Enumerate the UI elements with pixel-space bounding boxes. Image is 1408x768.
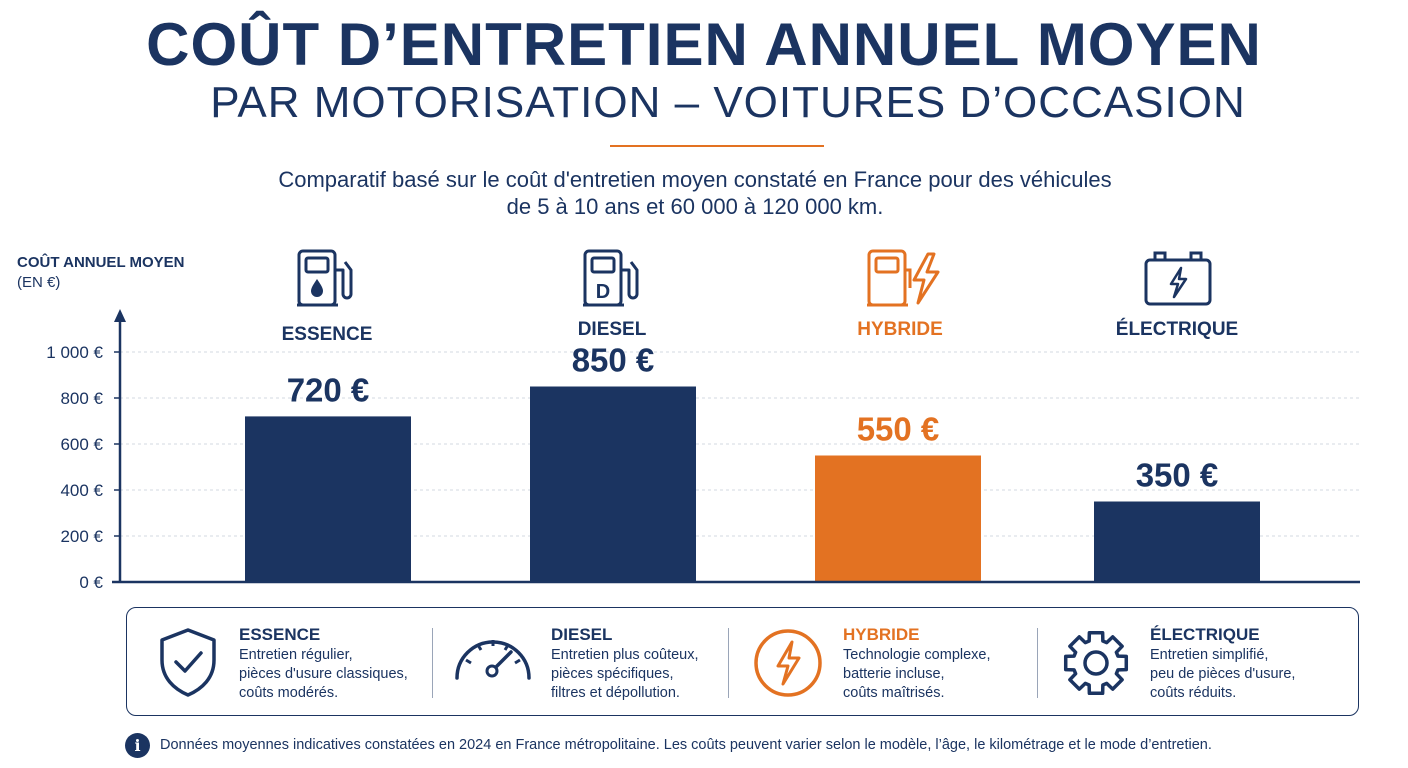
info-icon: i [125,733,150,758]
bar-value-label: 850 € [572,342,655,379]
gas-pump-icon [297,249,353,307]
category-label-diesel: DIESEL [577,319,647,340]
legend-line: coûts réduits. [1150,685,1237,701]
svg-text:D: D [596,281,610,303]
battery-icon [1144,251,1212,306]
legend-title-hybride: HYBRIDE [843,625,920,644]
footer-note: Données moyennes indicatives constatées … [160,737,1212,753]
legend-panel [126,607,1359,716]
legend-text-diesel: Entretien plus coûteux, pièces spécifiqu… [551,646,699,703]
gear-icon [1063,630,1129,696]
y-tick-label: 1 000 € [46,343,103,362]
description-line-1: Comparatif basé sur le coût d'entretien … [278,167,1112,192]
legend-line: filtres et dépollution. [551,685,680,701]
legend-line: Entretien régulier, [239,647,353,663]
legend-line: coûts maîtrisés. [843,685,945,701]
chart-description: Comparatif basé sur le coût d'entretien … [240,166,1150,220]
legend-title-essence: ESSENCE [239,625,321,644]
y-tick-label: 200 € [60,527,103,546]
bar-chart: 0 € 200 € 400 € 600 € 800 € 1 000 € 720 € 850 €… [46,309,1360,592]
title-underline [610,145,824,147]
bar-2 [815,455,981,582]
bar-1 [530,386,696,582]
y-tick-label: 0 € [79,573,103,592]
category-label-electrique: ÉLECTRIQUE [1115,319,1239,340]
y-tick-label: 400 € [60,481,103,500]
legend-divider [432,628,433,698]
page-title: COÛT D’ENTRETIEN ANNUEL MOYEN [146,11,1262,78]
legend-line: batterie incluse, [843,666,945,682]
legend-text-essence: Entretien régulier, pièces d'usure class… [239,646,408,703]
legend-divider [728,628,729,698]
y-axis-arrow [114,309,126,322]
shield-check-icon [160,628,216,697]
category-label-essence: ESSENCE [281,324,373,345]
bar-value-label: 350 € [1136,457,1219,494]
bar-value-label: 550 € [857,411,940,448]
legend-line: pièces spécifiques, [551,666,674,682]
hybrid-pump-icon [867,249,940,307]
y-tick-label: 800 € [60,389,103,408]
lightning-circle-icon [754,629,822,697]
legend-text-electrique: Entretien simplifié, peu de pièces d'usu… [1150,646,1295,703]
legend-line: pièces d'usure classiques, [239,666,408,682]
category-label-hybride: HYBRIDE [857,319,943,340]
legend-line: peu de pièces d'usure, [1150,666,1296,682]
gauge-icon [455,640,531,680]
diesel-pump-icon: D [583,249,639,307]
legend-line: Entretien plus coûteux, [551,647,699,663]
legend-line: Technologie complexe, [843,647,991,663]
y-axis-title: COÛT ANNUEL MOYEN [17,254,185,271]
legend-title-electrique: ÉLECTRIQUE [1150,625,1260,644]
legend-text-hybride: Technologie complexe, batterie incluse, … [843,646,991,703]
legend-line: Entretien simplifié, [1150,647,1269,663]
bar-0 [245,416,411,582]
bar-value-label: 720 € [287,371,370,408]
y-axis-unit: (EN €) [17,274,61,291]
page-subtitle: PAR MOTORISATION – VOITURES D’OCCASION [210,78,1246,127]
legend-divider [1037,628,1038,698]
y-tick-label: 600 € [60,435,103,454]
description-line-2: de 5 à 10 ans et 60 000 à 120 000 km. [506,194,884,219]
bar-3 [1094,501,1260,582]
legend-line: coûts modérés. [239,685,339,701]
legend-title-diesel: DIESEL [551,625,613,644]
